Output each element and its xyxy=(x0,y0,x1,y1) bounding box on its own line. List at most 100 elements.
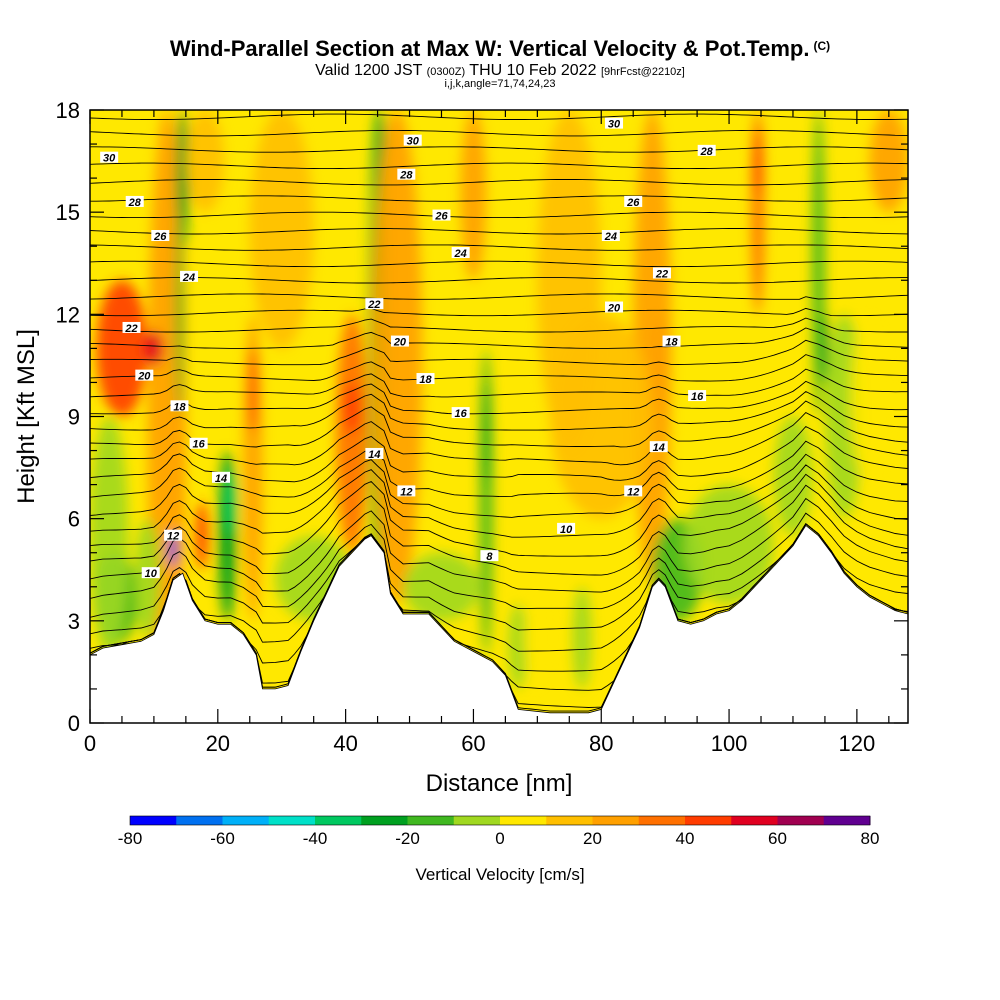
colorbar-swatch xyxy=(823,816,871,825)
contour-label-bg xyxy=(451,247,470,259)
x-tick-label: 60 xyxy=(461,731,485,756)
colorbar: -80 -60 -40 -20 0 20 40 60 80 Vertical Velocity [… xyxy=(118,815,880,884)
isentrope-line xyxy=(90,354,908,382)
velocity-plume xyxy=(134,518,161,638)
velocity-plume xyxy=(371,110,423,604)
isentrope-line xyxy=(90,317,908,333)
contour-label: 30 xyxy=(103,153,116,165)
contour-label-bg xyxy=(390,335,409,347)
axis-ticks: 0 20 40 60 80 100 120 0 3 6 9 12 15 18 xyxy=(56,98,908,756)
contour-label: 22 xyxy=(124,323,137,335)
colorbar-tick-label: 60 xyxy=(768,829,787,848)
y-tick-label: 12 xyxy=(56,302,80,327)
contour-label: 22 xyxy=(655,268,668,280)
velocity-plume xyxy=(508,603,528,689)
contour-label-bg xyxy=(416,373,435,385)
contour-label-bg xyxy=(189,437,208,449)
contour-label-bg xyxy=(697,144,716,156)
isentrope-line xyxy=(90,293,908,300)
colorbar-tick-label: 20 xyxy=(583,829,602,848)
isentrope-line xyxy=(90,327,908,349)
colorbar-swatch xyxy=(315,816,362,825)
contour-label-bg xyxy=(100,151,119,163)
isentrope-line xyxy=(90,390,908,431)
contour-label: 26 xyxy=(153,231,167,243)
contour-label: 24 xyxy=(454,248,467,260)
y-tick-label: 0 xyxy=(68,711,80,736)
colorbar-swatch xyxy=(592,816,640,825)
contour-label-bg xyxy=(662,335,681,347)
colorbar-swatch xyxy=(777,816,825,825)
velocity-plume xyxy=(176,110,190,247)
velocity-plume xyxy=(572,586,592,689)
isentrope-line xyxy=(90,453,908,518)
isentrope-line xyxy=(90,81,908,86)
velocity-plume xyxy=(684,484,774,604)
contour-label: 28 xyxy=(700,146,714,158)
isentrope-line xyxy=(90,162,908,170)
colorbar-tick-label: 80 xyxy=(861,829,880,848)
colorbar-swatch xyxy=(731,816,778,825)
isentrope-line xyxy=(90,380,908,415)
contour-label-bg xyxy=(403,134,422,146)
plot-area: 30 28 26 24 22 20 18 16 14 12 10 30 28 26 24 22 20 18 16 14… xyxy=(90,81,908,723)
velocity-plume xyxy=(224,467,237,536)
contour-label: 10 xyxy=(560,524,573,536)
contour-label-bg xyxy=(557,522,576,534)
velocity-plume xyxy=(773,416,813,536)
valid-date: THU 10 Feb 2022 xyxy=(469,62,597,79)
y-tick-label: 6 xyxy=(68,507,80,532)
isentrope-line xyxy=(90,146,908,153)
chart-title-main: Wind-Parallel Section at Max W: Vertical… xyxy=(169,36,810,61)
contour-label: 24 xyxy=(604,231,617,243)
contour-label: 12 xyxy=(167,531,179,543)
velocity-plume xyxy=(524,586,551,689)
isentrope-line xyxy=(90,368,908,398)
copyright-mark: (C) xyxy=(813,39,831,53)
colorbar-frame xyxy=(129,815,871,826)
isentrope-line xyxy=(90,113,908,120)
colorbar-swatch xyxy=(268,816,316,825)
contour-label: 14 xyxy=(653,442,665,454)
velocity-plume xyxy=(90,416,129,655)
contour-label-bg xyxy=(365,447,384,459)
colorbar-swatch xyxy=(500,816,547,825)
grid-indices: i,j,k,angle=71,74,24,23 xyxy=(444,78,556,90)
y-axis-label: Height [Kft MSL] xyxy=(13,329,40,504)
y-tick-label: 15 xyxy=(56,200,80,225)
x-tick-label: 20 xyxy=(206,731,230,756)
contour-label: 18 xyxy=(665,337,678,349)
contour-label: 26 xyxy=(434,211,448,223)
y-tick-label: 18 xyxy=(56,98,80,123)
contour-label: 28 xyxy=(128,197,142,209)
y-tick-label: 9 xyxy=(68,405,80,430)
contour-label-bg xyxy=(397,168,416,180)
isentrope-line xyxy=(90,179,908,186)
contour-label-bg xyxy=(451,407,470,419)
colorbar-swatch xyxy=(546,816,593,825)
contour-label: 10 xyxy=(145,568,158,580)
velocity-plume xyxy=(168,532,178,567)
x-tick-label: 0 xyxy=(84,731,96,756)
isentrope-line xyxy=(90,523,908,652)
contour-label: 18 xyxy=(419,374,432,386)
isentrope-line xyxy=(90,277,908,284)
valid-time-utc: (0300Z) xyxy=(426,66,466,78)
contour-label-bg xyxy=(170,400,189,412)
colorbar-tick-label: 40 xyxy=(676,829,695,848)
contour-label: 20 xyxy=(393,337,407,349)
isentrope-line xyxy=(90,497,908,593)
isentrope-line xyxy=(90,484,908,576)
contour-label-bg xyxy=(397,485,416,497)
velocity-plume xyxy=(243,314,263,621)
contour-label: 24 xyxy=(182,272,195,284)
contour-label-bg xyxy=(365,298,384,310)
velocity-plume xyxy=(850,314,889,485)
colorbar-swatch xyxy=(176,816,223,825)
chart-subtitle: Valid 1200 JST (0300Z) THU 10 Feb 2022 [… xyxy=(0,62,1000,80)
contour-label-bg xyxy=(605,301,624,313)
x-tick-label: 80 xyxy=(589,731,613,756)
velocity-plume xyxy=(249,348,257,434)
terrain xyxy=(90,524,908,723)
